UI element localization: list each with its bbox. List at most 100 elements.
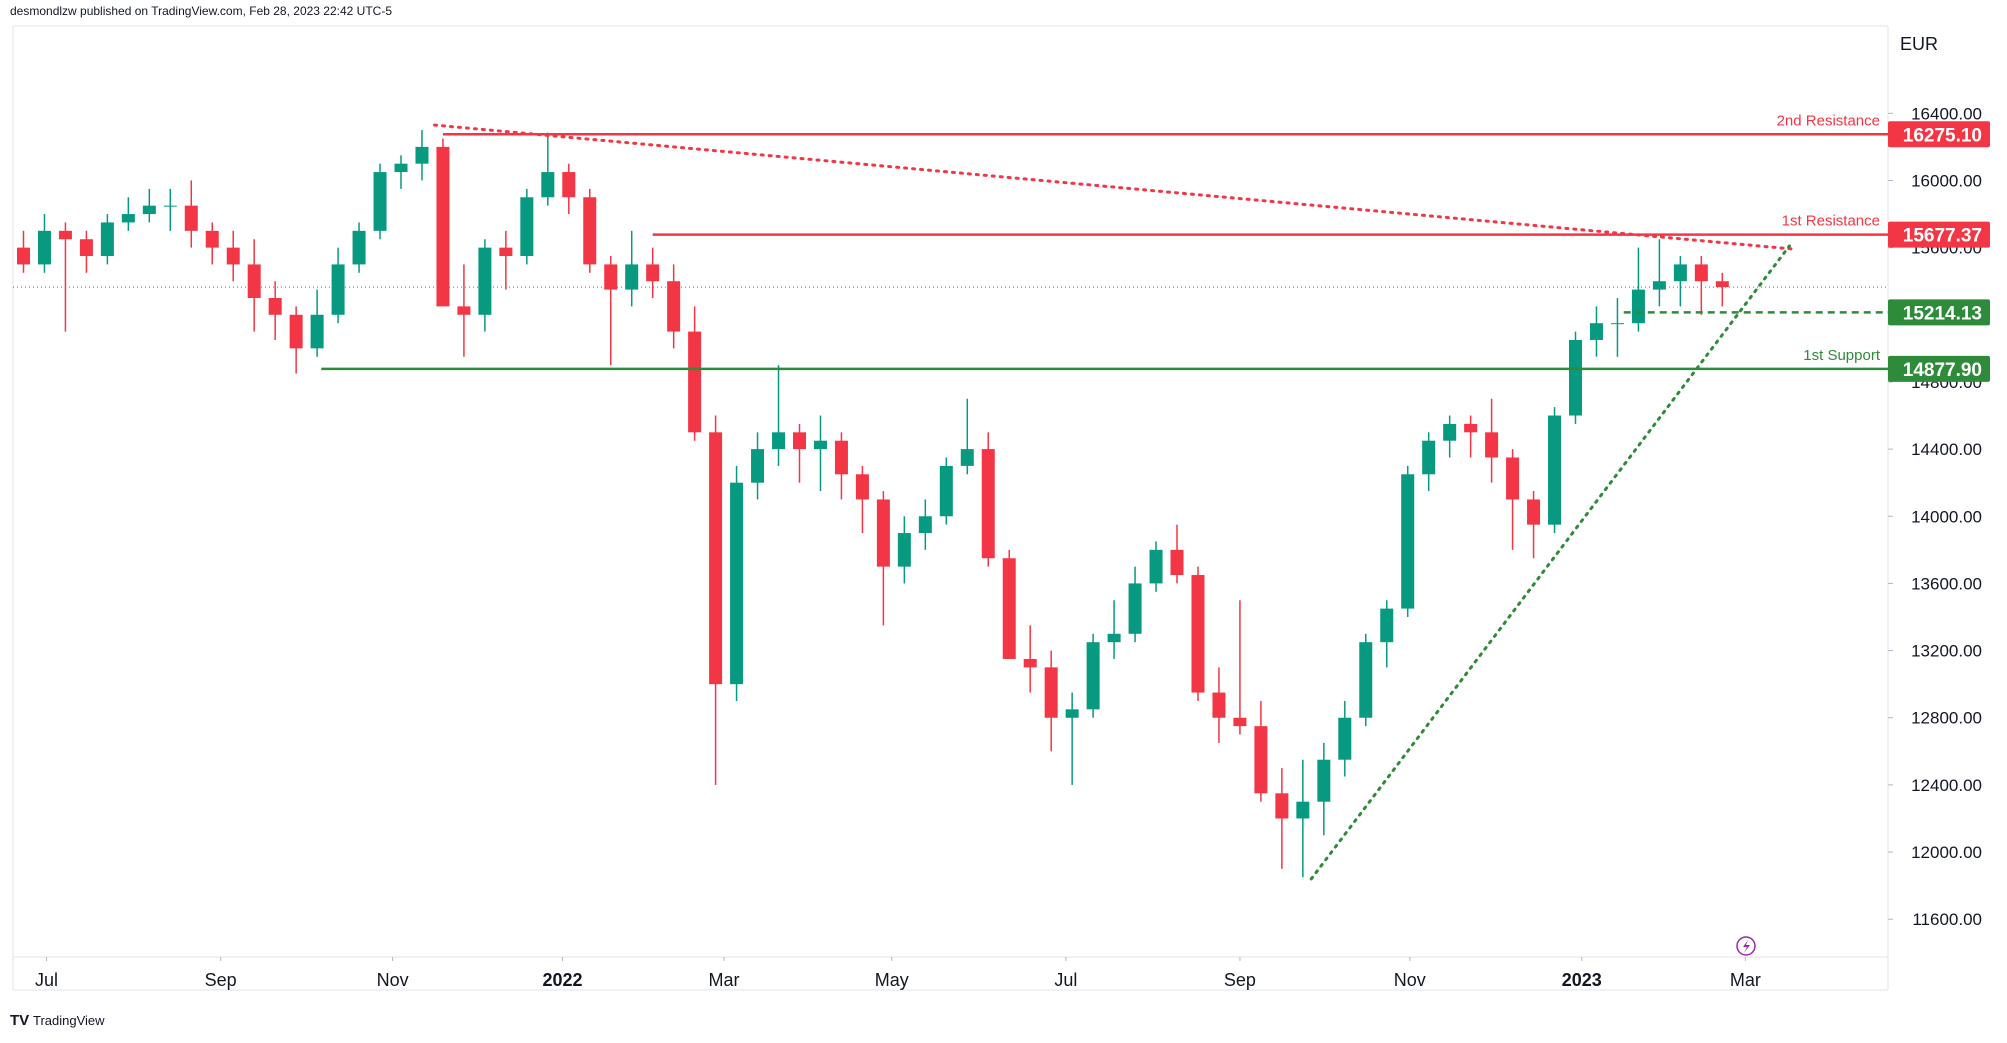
candle-body bbox=[792, 432, 806, 450]
candle-body bbox=[226, 247, 240, 265]
candle-body bbox=[604, 264, 618, 290]
y-tick-label: 12000.00 bbox=[1911, 843, 1982, 862]
candle-body bbox=[247, 264, 261, 298]
y-tick-label: 12800.00 bbox=[1911, 709, 1982, 728]
x-tick-label: Mar bbox=[1730, 970, 1761, 990]
candle-body bbox=[918, 516, 932, 534]
candle-body bbox=[1107, 633, 1121, 643]
y-tick-label: 11600.00 bbox=[1912, 910, 1982, 929]
level-price-label: 14877.90 bbox=[1903, 360, 1982, 381]
candle-body bbox=[1401, 474, 1415, 609]
candle-body bbox=[1254, 726, 1268, 794]
candle-body bbox=[625, 264, 639, 290]
candle-body bbox=[1065, 709, 1079, 718]
lightning-icon bbox=[1736, 936, 1756, 956]
candle-body bbox=[772, 432, 786, 450]
candle-body bbox=[1380, 608, 1394, 643]
candle-body bbox=[289, 314, 303, 349]
level-name: 1st Resistance bbox=[1782, 213, 1880, 230]
candle-body bbox=[1673, 264, 1687, 282]
y-tick-label: 16400.00 bbox=[1911, 104, 1982, 123]
y-tick-label: 16000.00 bbox=[1911, 171, 1982, 190]
candle-body bbox=[1044, 667, 1058, 718]
candle-body bbox=[1548, 415, 1562, 525]
level-price-box bbox=[1888, 355, 1990, 382]
trend-line bbox=[433, 123, 1798, 251]
candle-body bbox=[142, 205, 156, 215]
candle-body bbox=[1422, 440, 1436, 475]
currency-label: EUR bbox=[1900, 34, 1938, 54]
candle-body bbox=[1443, 423, 1457, 441]
candle-body bbox=[1233, 717, 1247, 727]
candle-body bbox=[1359, 642, 1373, 718]
y-tick-label: 14400.00 bbox=[1911, 440, 1982, 459]
level-price-box bbox=[1888, 121, 1990, 148]
candle-body bbox=[730, 482, 744, 685]
x-tick-label: Nov bbox=[1394, 970, 1426, 990]
x-tick-label: 2023 bbox=[1562, 970, 1602, 990]
candle-body bbox=[457, 306, 471, 315]
candle-body bbox=[583, 197, 597, 265]
candle-body bbox=[1170, 549, 1184, 576]
candle-body bbox=[1652, 281, 1666, 290]
candle-body bbox=[688, 331, 702, 433]
candle-body bbox=[352, 230, 366, 265]
candle-body bbox=[981, 449, 995, 559]
candle-body bbox=[1589, 323, 1603, 340]
candle-body bbox=[310, 314, 324, 349]
candle-body bbox=[1128, 583, 1142, 634]
candle-body bbox=[268, 297, 282, 315]
x-tick-label: Jul bbox=[1054, 970, 1077, 990]
candle-body bbox=[331, 264, 345, 315]
footer-brand: TradingView bbox=[33, 1013, 105, 1028]
candle-body bbox=[897, 533, 911, 567]
candle-body bbox=[667, 281, 681, 332]
candle-body bbox=[1149, 549, 1163, 584]
x-tick-label: May bbox=[875, 970, 909, 990]
candle-body bbox=[436, 146, 450, 307]
candle-body bbox=[855, 474, 869, 500]
x-tick-label: 2022 bbox=[542, 970, 582, 990]
candle-body bbox=[58, 230, 72, 240]
candle-body bbox=[1527, 499, 1541, 525]
candle-body bbox=[394, 163, 408, 173]
level-price-label: 16275.10 bbox=[1903, 125, 1982, 146]
y-tick-label: 13600.00 bbox=[1911, 574, 1982, 593]
candle-body bbox=[876, 499, 890, 567]
candle-body bbox=[1086, 642, 1100, 710]
candle-body bbox=[163, 205, 177, 207]
candle-body bbox=[960, 449, 974, 466]
candle-body bbox=[16, 247, 30, 265]
tradingview-logo: TV bbox=[10, 1012, 29, 1029]
level-price-box bbox=[1888, 299, 1990, 326]
candle-body bbox=[1275, 793, 1289, 819]
candle-body bbox=[1485, 432, 1499, 458]
candle-body bbox=[1338, 717, 1352, 760]
x-tick-label: Sep bbox=[205, 970, 237, 990]
candle-body bbox=[646, 264, 660, 282]
candle-body bbox=[709, 432, 723, 685]
level-name: 1st Support bbox=[1803, 347, 1881, 364]
candle-body bbox=[1296, 801, 1310, 819]
x-tick-label: Mar bbox=[708, 970, 739, 990]
level-price-label: 15214.13 bbox=[1903, 303, 1982, 324]
publisher-header: desmondlzw published on TradingView.com,… bbox=[10, 4, 392, 18]
candle-body bbox=[415, 146, 429, 164]
candle-body bbox=[751, 449, 765, 483]
candle-body bbox=[205, 230, 219, 248]
x-tick-label: Sep bbox=[1224, 970, 1256, 990]
candle-body bbox=[478, 247, 492, 315]
candle-body bbox=[499, 247, 513, 257]
candle-body bbox=[562, 172, 576, 198]
candle-body bbox=[1002, 558, 1016, 659]
candle-body bbox=[541, 172, 555, 198]
level-price-box bbox=[1888, 221, 1990, 248]
candle-body bbox=[1317, 759, 1331, 802]
candle-body bbox=[813, 440, 827, 450]
candle-body bbox=[1023, 658, 1037, 668]
candle-body bbox=[1464, 423, 1478, 433]
x-tick-label: Nov bbox=[377, 970, 409, 990]
